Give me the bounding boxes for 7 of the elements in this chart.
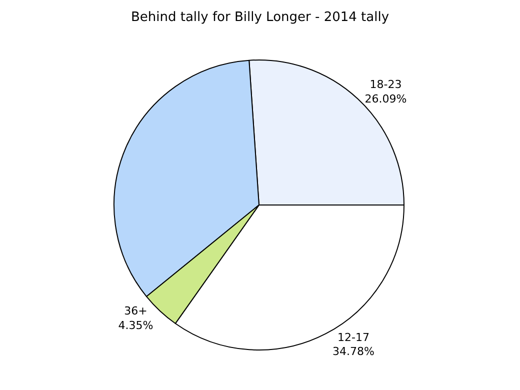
slice-label: 12-17 xyxy=(338,330,370,344)
data-label: 34.78% xyxy=(332,345,374,358)
chart-title: Behind tally for Billy Longer - 2014 tally xyxy=(130,10,390,25)
data-label: 26.09% xyxy=(364,92,407,106)
slice-label: 18-23 xyxy=(370,78,402,92)
data-label: 4.35% xyxy=(118,318,154,332)
slice-label: 36+ xyxy=(124,304,148,318)
